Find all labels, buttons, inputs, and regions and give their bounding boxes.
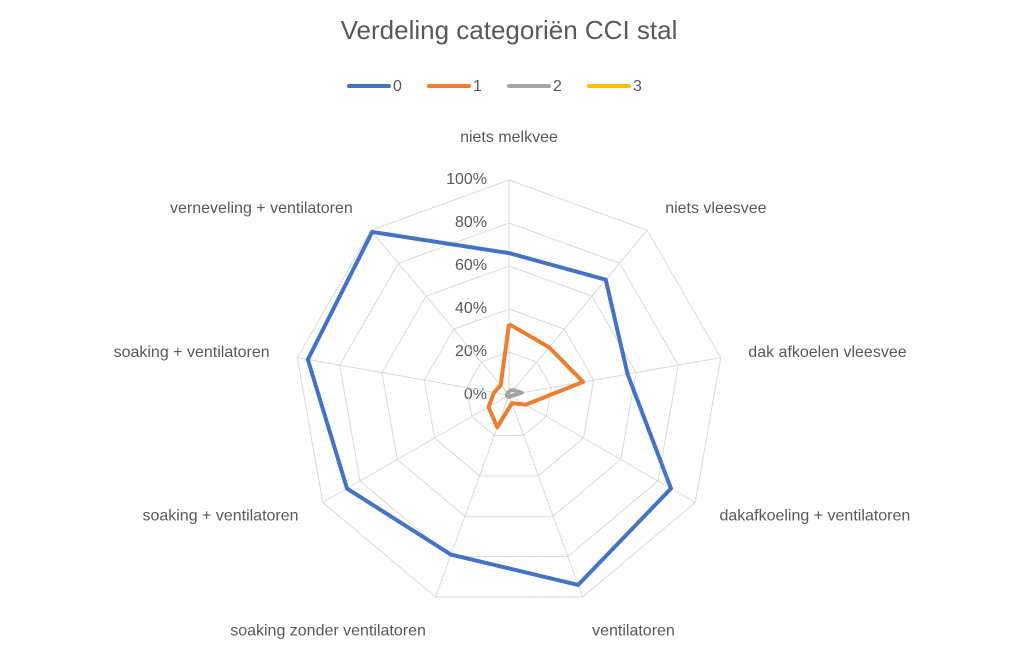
r-tick-label: 40% — [455, 300, 487, 317]
series-line — [504, 388, 524, 400]
r-tick-label: 80% — [455, 214, 487, 231]
spoke — [322, 394, 510, 503]
spoke — [508, 357, 721, 396]
spoke — [508, 394, 584, 598]
grid-ring — [381, 265, 637, 517]
grid-ring — [339, 222, 679, 558]
category-label: soaking zonder ventilatoren — [230, 623, 426, 640]
series-line — [305, 229, 673, 587]
category-label: ventilatoren — [592, 623, 675, 640]
grid-ring — [296, 179, 722, 598]
r-tick-label: 20% — [455, 343, 487, 360]
legend-label: 0 — [393, 78, 402, 95]
grid-ring — [466, 351, 552, 436]
r-tick-label: 60% — [455, 257, 487, 274]
category-label: soaking + ventilatoren — [142, 508, 298, 525]
category-label: soaking + ventilatoren — [114, 344, 270, 361]
category-label: niets vleesvee — [665, 200, 766, 217]
r-tick-label: 100% — [446, 171, 487, 188]
grid-ring — [423, 308, 595, 477]
category-label: niets melkvee — [460, 129, 558, 146]
spoke — [297, 357, 510, 396]
chart-title: Verdeling categoriën CCI stal — [341, 15, 678, 45]
spoke — [508, 394, 696, 503]
legend-label: 2 — [553, 78, 562, 95]
spoke — [508, 229, 648, 396]
category-label: dak afkoelen vleesvee — [748, 344, 906, 361]
category-label: verneveling + ventilatoren — [170, 200, 353, 217]
spoke — [370, 229, 510, 396]
legend-label: 1 — [473, 78, 482, 95]
legend-label: 3 — [633, 78, 642, 95]
series-line — [486, 322, 586, 430]
category-label: dakafkoeling + ventilatoren — [719, 508, 910, 525]
